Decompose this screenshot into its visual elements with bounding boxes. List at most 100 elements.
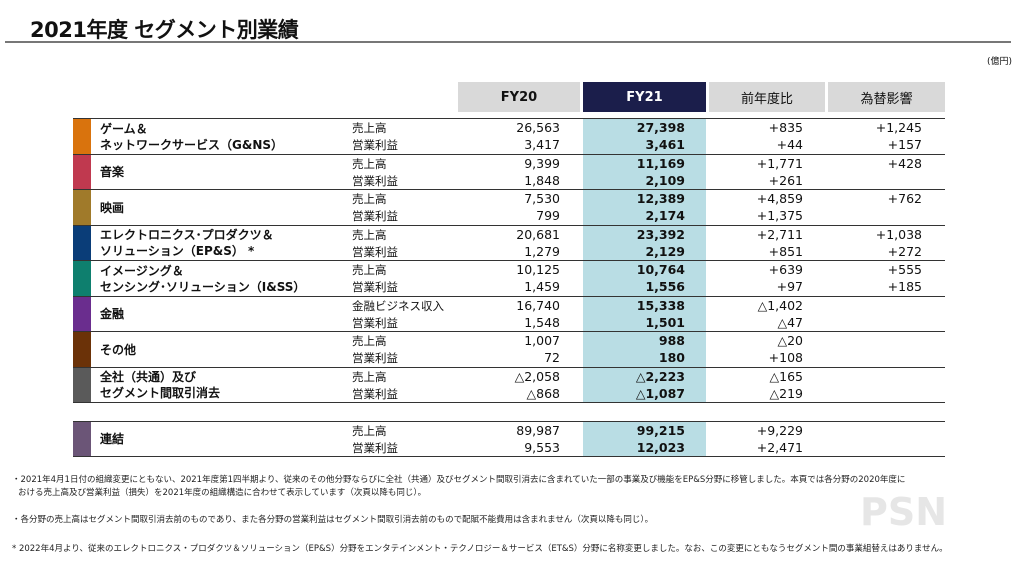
metric-label: 営業利益 <box>352 209 398 223</box>
value-yoy: △47 <box>777 314 803 330</box>
value-fy21: 1,556 <box>645 279 685 294</box>
value-yoy: +44 <box>776 137 803 152</box>
value-fy20: 16,740 <box>516 297 560 313</box>
value-fx: +428 <box>887 155 922 171</box>
fy21-column-highlight <box>583 421 706 457</box>
metric-label: 営業利益 <box>352 441 398 455</box>
segment-name-line: 音楽 <box>100 165 125 179</box>
segment-row: 音楽 売上高 9,399 11,169 +1,771 +428 営業利益 1,848 2,109… <box>73 153 945 190</box>
header-fx: 為替影響 <box>828 82 945 112</box>
value-yoy: +1,375 <box>756 208 803 223</box>
segment-row: ゲーム＆ ネットワークサービス（G&NS） 売上高 26,563 27,398 +835 +… <box>73 118 945 154</box>
value-fy20: 3,417 <box>524 137 560 152</box>
metric-label: 営業利益 <box>352 173 398 188</box>
value-yoy: +261 <box>768 172 803 188</box>
metric-label: 売上高 <box>352 369 387 384</box>
value-fy21: 12,023 <box>636 440 685 455</box>
metric-label: 売上高 <box>352 121 387 135</box>
value-yoy: +639 <box>768 262 803 277</box>
value-yoy: +835 <box>768 120 803 135</box>
metric-label: 売上高 <box>352 227 387 242</box>
segment-name: エレクトロニクス･プロダクツ＆ ソリューション（EP&S） * <box>100 226 274 261</box>
metric-label: 営業利益 <box>352 244 398 259</box>
segment-name: その他 <box>100 332 136 367</box>
value-fx: +272 <box>887 243 922 259</box>
metric-label: 営業利益 <box>352 280 398 294</box>
value-fy21: 99,215 <box>636 423 685 438</box>
segment-name-line: ゲーム＆ <box>100 121 148 136</box>
segment-color-bar <box>73 261 91 296</box>
value-fy21: 180 <box>658 350 685 365</box>
segment-color-bar <box>73 332 91 367</box>
segment-row: 全社（共通）及び セグメント間取引消去 売上高 △2,058 △2,223 △165 営業利… <box>73 366 945 403</box>
value-fy20: 10,125 <box>516 262 560 277</box>
segment-name: 金融 <box>100 297 124 332</box>
metric-label: 金融ビジネス収入 <box>352 298 444 313</box>
segment-name: ゲーム＆ ネットワークサービス（G&NS） <box>100 119 283 154</box>
value-fx: +157 <box>887 137 922 152</box>
value-fy21: 2,129 <box>645 243 685 259</box>
value-yoy: +4,859 <box>756 191 803 206</box>
value-fy20: 1,548 <box>524 314 560 330</box>
segment-name: 映画 <box>100 190 124 225</box>
segment-row: 金融 金融ビジネス収入 16,740 15,338 △1,402 営業利益 1,548 1,5… <box>73 295 945 332</box>
metric-label: 営業利益 <box>352 351 398 365</box>
metric-label: 売上高 <box>352 192 387 206</box>
value-fy20: 1,279 <box>524 243 560 259</box>
value-fy21: 23,392 <box>636 226 685 242</box>
value-fy21: 1,501 <box>645 314 685 330</box>
value-fy21: 988 <box>658 333 685 348</box>
segment-color-bar <box>73 225 91 261</box>
value-yoy: +97 <box>776 279 803 294</box>
value-fy21: 11,169 <box>636 155 685 171</box>
segment-color-bar <box>73 367 91 402</box>
value-fy20: 1,848 <box>524 172 560 188</box>
watermark: PSN <box>860 490 948 534</box>
segment-name-line: 映画 <box>100 200 125 215</box>
value-yoy: △1,402 <box>757 297 803 313</box>
segment-name-line: ネットワークサービス（G&NS） <box>100 137 284 152</box>
segment-name: 音楽 <box>100 155 124 190</box>
value-fy20: 1,007 <box>524 333 560 348</box>
value-yoy: △165 <box>769 368 803 384</box>
value-fy20: 1,459 <box>524 279 560 294</box>
segment-name-line: ソリューション（EP&S） * <box>100 244 255 258</box>
segment-name-line: 金融 <box>100 307 125 321</box>
value-yoy: △219 <box>769 385 803 401</box>
value-yoy: +851 <box>768 243 803 259</box>
value-fy21: 3,461 <box>645 137 685 152</box>
value-fy21: 12,389 <box>636 191 685 206</box>
segment-color-bar <box>73 296 91 332</box>
header-fy20: FY20 <box>458 82 580 112</box>
value-fy20: 9,399 <box>524 155 560 171</box>
value-fy20: 9,553 <box>524 440 560 455</box>
value-fy21: 2,109 <box>645 172 685 188</box>
segment-name-line: 全社（共通）及び <box>100 369 197 384</box>
value-yoy: +1,771 <box>756 155 803 171</box>
segment-name-line: イメージング＆ <box>100 263 184 278</box>
value-yoy: △20 <box>777 333 803 348</box>
value-fy21: 10,764 <box>636 262 685 277</box>
segment-name: 連結 <box>100 422 124 456</box>
value-fy20: 20,681 <box>516 226 560 242</box>
footnote: ・2021年4月1日付の組織変更にともない、2021年度第1四半期より、従来のそ… <box>12 475 906 485</box>
header-fy21: FY21 <box>583 82 706 112</box>
segment-name-line: 連結 <box>100 432 125 446</box>
segment-row: イメージング＆ センシング･ソリューション（I&SS） 売上高 10,125 10,76… <box>73 260 945 296</box>
segment-color-bar <box>73 422 91 456</box>
segment-name-line: センシング･ソリューション（I&SS） <box>100 279 306 294</box>
value-fy21: 27,398 <box>636 120 685 135</box>
segment-color-bar <box>73 154 91 190</box>
metric-label: 営業利益 <box>352 386 398 401</box>
value-fy20: △868 <box>526 385 560 401</box>
value-fx: +185 <box>887 279 922 294</box>
segment-name-line: その他 <box>100 342 137 357</box>
value-fy20: 7,530 <box>524 191 560 206</box>
segment-name: 全社（共通）及び セグメント間取引消去 <box>100 368 220 402</box>
footnote: ・各分野の売上高はセグメント間取引消去前のものであり、また各分野の営業利益はセグ… <box>12 515 654 525</box>
segment-name: イメージング＆ センシング･ソリューション（I&SS） <box>100 261 305 296</box>
metric-label: 売上高 <box>352 156 387 171</box>
metric-label: 売上高 <box>352 424 387 438</box>
metric-label: 営業利益 <box>352 315 398 330</box>
value-yoy: +108 <box>768 350 803 365</box>
